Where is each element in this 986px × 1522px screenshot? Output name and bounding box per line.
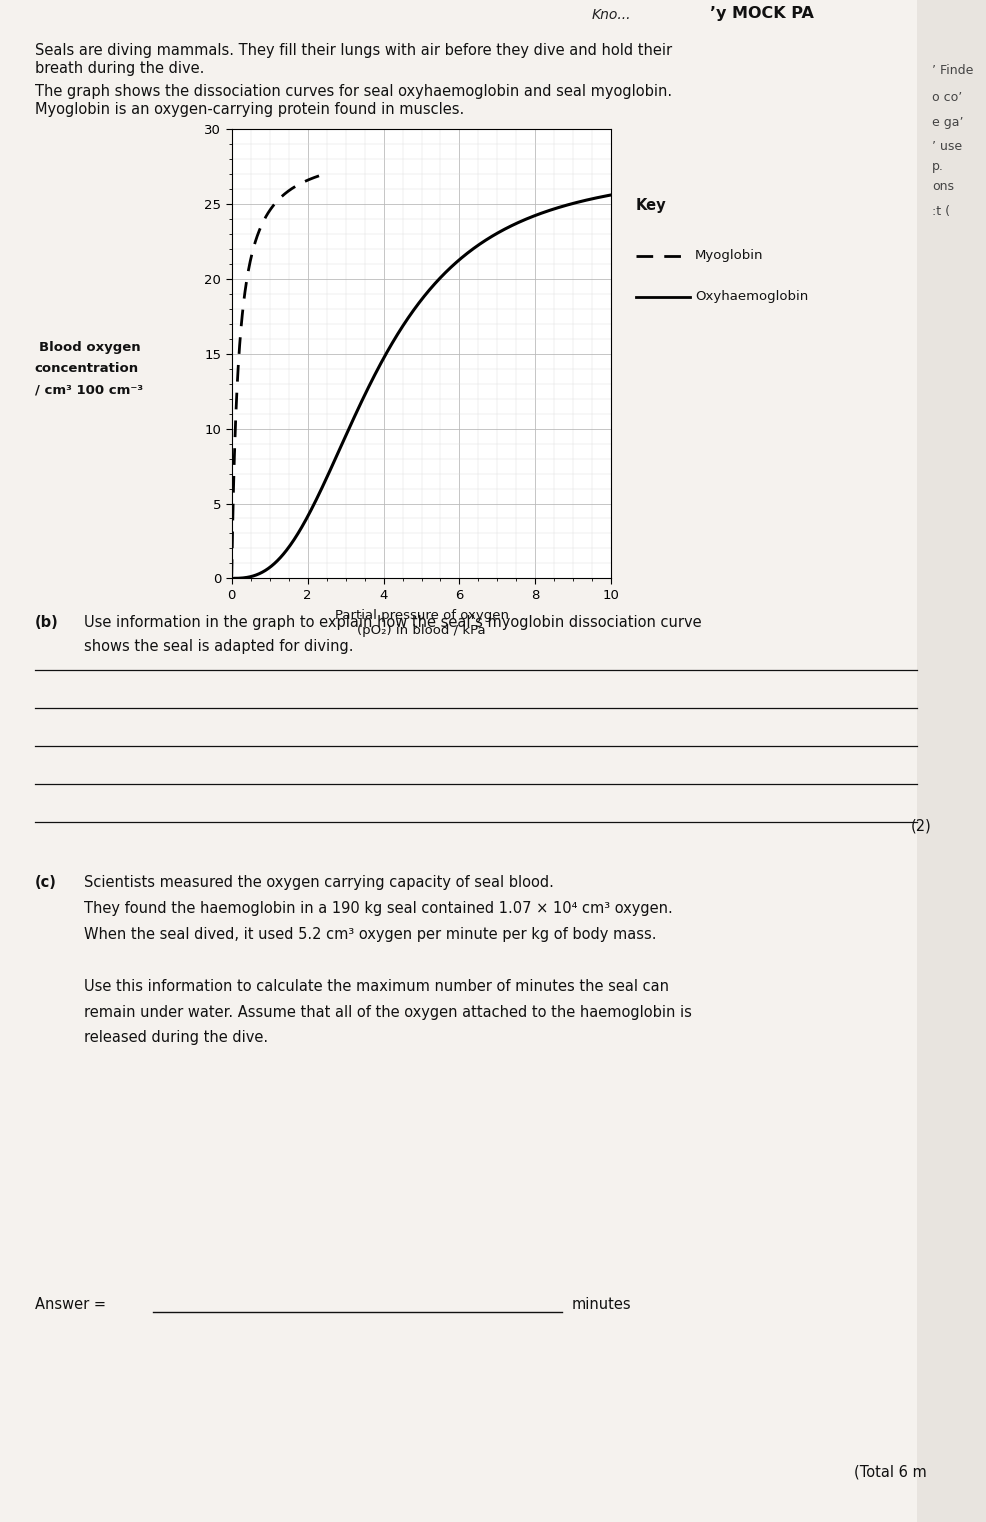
Text: concentration: concentration	[35, 362, 139, 374]
Text: :t (: :t (	[932, 205, 950, 219]
Text: Key: Key	[636, 198, 667, 213]
Text: Answer =: Answer =	[35, 1297, 110, 1312]
Text: o co’: o co’	[932, 91, 962, 105]
Text: e ga’: e ga’	[932, 116, 963, 129]
Text: shows the seal is adapted for diving.: shows the seal is adapted for diving.	[84, 639, 353, 654]
X-axis label: Partial pressure of oxygen
(pO₂) in blood / kPa: Partial pressure of oxygen (pO₂) in bloo…	[334, 609, 509, 636]
Text: The graph shows the dissociation curves for seal oxyhaemoglobin and seal myoglob: The graph shows the dissociation curves …	[35, 84, 671, 99]
Text: ons: ons	[932, 180, 953, 193]
Text: / cm³ 100 cm⁻³: / cm³ 100 cm⁻³	[35, 384, 143, 396]
Text: Myoglobin is an oxygen-carrying protein found in muscles.: Myoglobin is an oxygen-carrying protein …	[35, 102, 463, 117]
Text: minutes: minutes	[572, 1297, 631, 1312]
Text: Kno...: Kno...	[592, 8, 631, 23]
Text: breath during the dive.: breath during the dive.	[35, 61, 204, 76]
Text: Oxyhaemoglobin: Oxyhaemoglobin	[695, 291, 809, 303]
Text: They found the haemoglobin in a 190 kg seal contained 1.07 × 10⁴ cm³ oxygen.: They found the haemoglobin in a 190 kg s…	[84, 901, 672, 916]
Text: Scientists measured the oxygen carrying capacity of seal blood.: Scientists measured the oxygen carrying …	[84, 875, 554, 890]
Text: Seals are diving mammals. They fill their lungs with air before they dive and ho: Seals are diving mammals. They fill thei…	[35, 43, 671, 58]
Text: When the seal dived, it used 5.2 cm³ oxygen per minute per kg of body mass.: When the seal dived, it used 5.2 cm³ oxy…	[84, 927, 657, 942]
Text: ’y MOCK PA: ’y MOCK PA	[710, 6, 813, 21]
Text: Use this information to calculate the maximum number of minutes the seal can: Use this information to calculate the ma…	[84, 979, 669, 994]
Text: ’ Finde: ’ Finde	[932, 64, 973, 78]
Text: (b): (b)	[35, 615, 58, 630]
Text: remain under water. Assume that all of the oxygen attached to the haemoglobin is: remain under water. Assume that all of t…	[84, 1005, 692, 1020]
Text: Myoglobin: Myoglobin	[695, 250, 763, 262]
Text: Blood oxygen: Blood oxygen	[39, 341, 141, 353]
Text: Use information in the graph to explain how the seal’s myoglobin dissociation cu: Use information in the graph to explain …	[84, 615, 701, 630]
Text: (c): (c)	[35, 875, 56, 890]
Text: released during the dive.: released during the dive.	[84, 1030, 268, 1046]
Text: (2): (2)	[911, 819, 932, 834]
Text: ’ use: ’ use	[932, 140, 962, 154]
Text: (Total 6 m: (Total 6 m	[854, 1464, 927, 1479]
Text: p.: p.	[932, 160, 944, 174]
